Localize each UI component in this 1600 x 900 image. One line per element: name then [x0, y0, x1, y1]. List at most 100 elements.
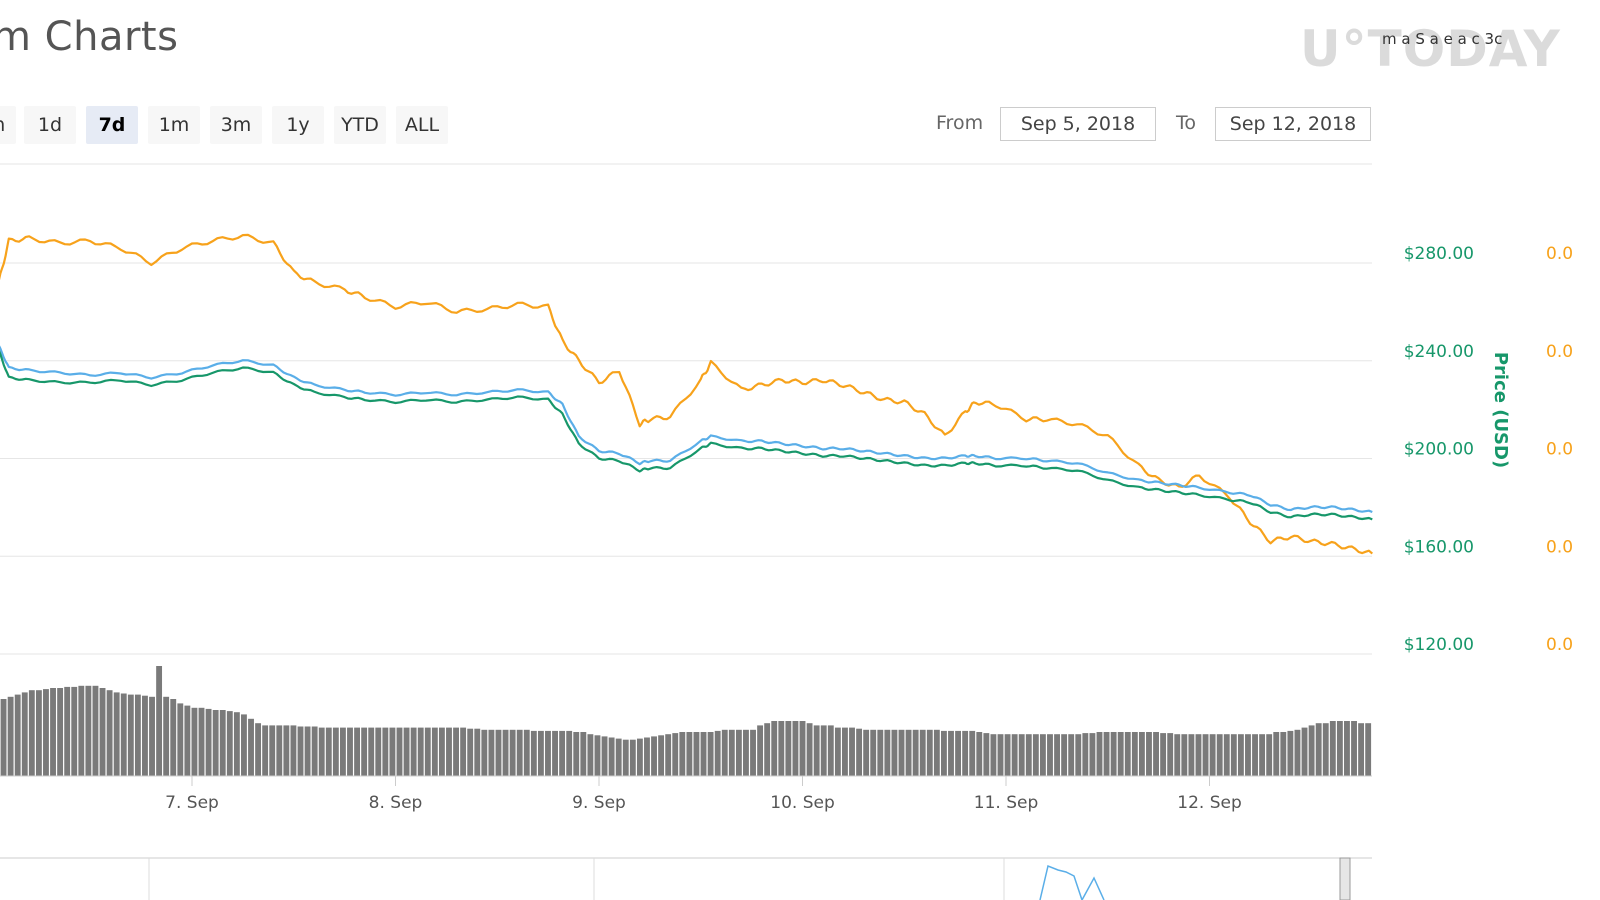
volume-bar [757, 725, 764, 776]
volume-bar [1336, 721, 1343, 776]
volume-bar [834, 727, 841, 776]
zoom-button-all[interactable]: ALL [396, 106, 448, 144]
volume-bar [57, 688, 64, 776]
volume-bar [842, 727, 848, 776]
volume-bar [1195, 734, 1202, 776]
series-lines [0, 233, 1374, 555]
volume-bar [495, 729, 502, 776]
volume-bar [566, 730, 573, 776]
volume-bar [1266, 734, 1273, 776]
volume-bar [438, 727, 445, 776]
volume-bar [1047, 734, 1053, 776]
from-date-input[interactable]: Sep 5, 2018 [1000, 107, 1156, 141]
volume-bar [940, 730, 947, 776]
volume-bar [78, 685, 85, 776]
volume-bar [644, 737, 650, 776]
volume-bar [820, 725, 827, 776]
volume-bar [339, 727, 346, 776]
volume-bar [1032, 734, 1039, 776]
volume-bar [594, 735, 601, 776]
y-tick-label-price: $120.00 [1404, 635, 1474, 655]
volume-bar [1287, 730, 1294, 776]
volume-bar [1061, 734, 1068, 776]
volume-bar [771, 721, 778, 776]
volume-bar [290, 725, 297, 776]
from-label: From [936, 112, 984, 134]
series-line-btc [0, 233, 1374, 555]
navigator-series [1039, 864, 1105, 900]
volume-bar [608, 737, 615, 776]
volume-bar [587, 734, 594, 776]
volume-bar [863, 729, 870, 776]
volume-bar [354, 727, 361, 776]
volume-bar [665, 734, 672, 776]
y-axis-label: Price (USD) [1490, 352, 1511, 468]
y-tick-label-price: $200.00 [1404, 440, 1474, 460]
zoom-button-1d[interactable]: 1d [24, 106, 76, 144]
volume-bar [481, 729, 488, 776]
volume-bar [431, 727, 438, 776]
zoom-button-3m[interactable]: 3m [210, 106, 262, 144]
volume-bar [467, 728, 474, 776]
zoom-button-ytd[interactable]: YTD [334, 106, 386, 144]
x-tick-label: 12. Sep [1177, 793, 1241, 813]
volume-bar [948, 730, 954, 776]
volume-bar [523, 729, 530, 776]
volume-bar [35, 690, 42, 776]
volume-bar [962, 730, 969, 776]
right-axis: $280.00 $240.00 $200.00 $160.00 $120.00 0.0 0.… [1404, 244, 1573, 655]
volume-bar [877, 729, 884, 776]
x-tick-label: 9. Sep [572, 793, 626, 813]
volume-bar [728, 729, 735, 776]
volume-bar [1202, 734, 1209, 776]
volume-bar [28, 690, 35, 776]
volume-bar [361, 727, 368, 776]
volume-bar [693, 732, 700, 776]
volume-bar [134, 694, 141, 776]
volume-bar [113, 692, 120, 776]
volume-bar [537, 730, 544, 776]
to-date-input[interactable]: Sep 12, 2018 [1215, 107, 1371, 141]
volume-bar [99, 688, 106, 776]
volume-bar [120, 693, 127, 776]
volume-bar [50, 688, 56, 776]
volume-bar [1308, 725, 1315, 776]
volume-bar [1216, 734, 1223, 776]
volume-bar [1068, 734, 1075, 776]
volume-bar [332, 727, 339, 776]
volume-bar [849, 727, 855, 776]
volume-bar [85, 685, 92, 776]
x-tick-label: 10. Sep [770, 793, 834, 813]
zoom-button-7d[interactable]: 7d [86, 106, 138, 144]
volume-bar [700, 732, 707, 776]
volume-bar [1039, 734, 1046, 776]
volume-bar [177, 703, 184, 776]
zoom-button-m[interactable]: m [0, 106, 16, 144]
volume-bar [1103, 732, 1110, 776]
volume-bar [325, 727, 332, 776]
volume-bar [884, 729, 891, 776]
volume-bar [1153, 732, 1159, 776]
volume-bar [1054, 734, 1060, 776]
y-tick-label-secondary: 0.0 [1546, 537, 1573, 557]
volume-bar [559, 730, 566, 776]
volume-bar [1237, 734, 1244, 776]
volume-bar [955, 730, 962, 776]
volume-bar [905, 729, 912, 776]
volume-bar [1124, 732, 1131, 776]
volume-bar [269, 725, 276, 776]
volume-bar [1181, 734, 1188, 776]
page-title: m Charts [0, 14, 179, 60]
volume-bar [241, 714, 247, 776]
zoom-button-1m[interactable]: 1m [148, 106, 200, 144]
volume-bar [276, 725, 283, 776]
zoom-button-1y[interactable]: 1y [272, 106, 324, 144]
volume-bar [891, 729, 898, 776]
volume-bar [14, 694, 21, 776]
volume-bars [0, 666, 1372, 777]
volume-bar [813, 725, 820, 776]
series-line-price [0, 345, 1373, 514]
volume-bar [396, 727, 403, 776]
